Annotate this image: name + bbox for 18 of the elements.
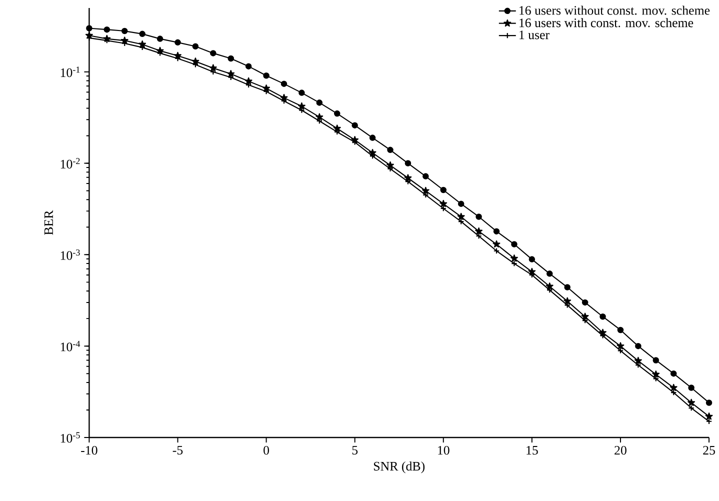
y-tick-label: 10$^{-5}$	[60, 432, 80, 443]
y-axis-title: BER	[44, 210, 53, 235]
legend-label: 16 users with const. mov. scheme	[520, 18, 694, 28]
legend-label: 16 users without const. mov. scheme	[520, 6, 710, 15]
y-tick-label: 10$^{-4}$	[60, 340, 80, 352]
x-tick-label: 5	[352, 446, 358, 454]
x-tick-label: 15	[526, 446, 538, 454]
legend-label: 1 user	[520, 30, 550, 40]
y-tick-label: 10$^{-3}$	[60, 249, 80, 260]
x-tick-label: 20	[614, 446, 626, 455]
y-tick-label: 10$^{-2}$	[60, 158, 80, 168]
x-tick-label: -5	[172, 446, 183, 454]
x-tick-label: -10	[81, 446, 98, 455]
x-tick-label: 25	[703, 446, 715, 455]
y-tick-label: 10$^{-1}$	[60, 66, 80, 77]
x-axis-title: SNR (dB)	[374, 461, 425, 474]
x-tick-label: 0	[264, 446, 270, 455]
x-tick-label: 10	[438, 446, 450, 455]
